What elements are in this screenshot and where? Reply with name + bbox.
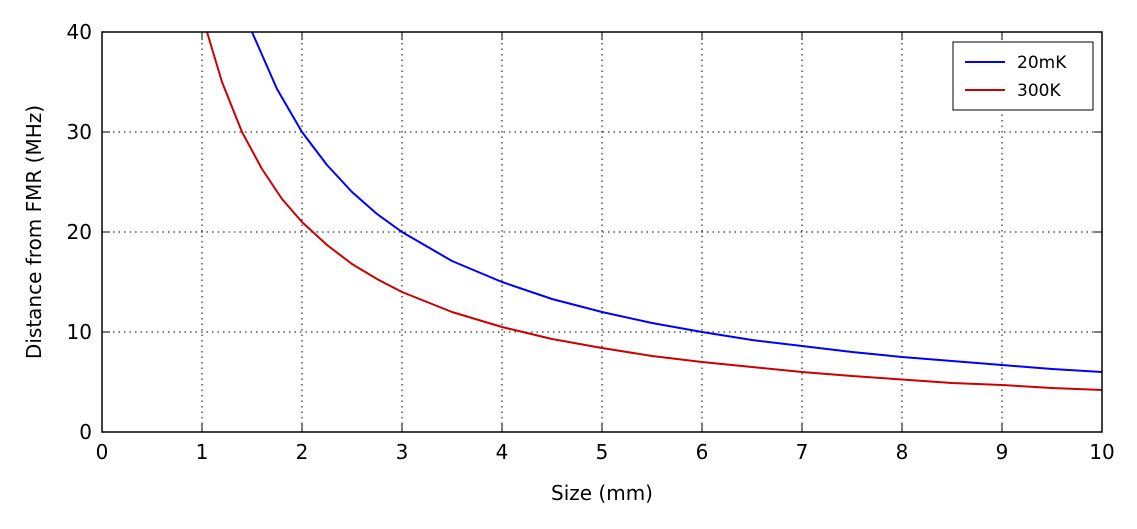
y-tick-label: 10	[67, 320, 92, 344]
legend-box	[952, 41, 1094, 111]
x-tick-label: 4	[496, 440, 509, 464]
x-tick-label: 3	[396, 440, 409, 464]
x-tick-label: 7	[796, 440, 809, 464]
x-tick-label: 9	[996, 440, 1009, 464]
x-tick-label: 10	[1089, 440, 1114, 464]
tick-labels: 0 1 2 3 4 5 6 7 8 9 10 0 10 20 30 40	[67, 20, 1115, 464]
y-tick-label: 30	[67, 120, 92, 144]
x-tick-label: 5	[596, 440, 609, 464]
x-axis-label: Size (mm)	[551, 481, 653, 505]
x-tick-label: 1	[196, 440, 209, 464]
y-axis-label: Distance from FMR (MHz)	[22, 105, 46, 359]
ticks	[101, 31, 1103, 433]
grid	[102, 32, 1102, 432]
x-tick-label: 6	[696, 440, 709, 464]
series-line-300k	[206, 31, 1103, 391]
x-tick-label: 2	[296, 440, 309, 464]
y-tick-label: 20	[67, 220, 92, 244]
y-tick-label: 0	[79, 420, 92, 444]
legend-label-20mk: 20mK	[1017, 53, 1067, 73]
legend-label-300k: 300K	[1017, 81, 1061, 101]
x-tick-label: 8	[896, 440, 909, 464]
y-tick-label: 40	[67, 20, 92, 44]
series-line-20mk	[251, 31, 1103, 373]
legend: 20mK 300K	[952, 41, 1094, 111]
x-tick-label: 0	[96, 440, 109, 464]
series-lines	[206, 31, 1103, 391]
